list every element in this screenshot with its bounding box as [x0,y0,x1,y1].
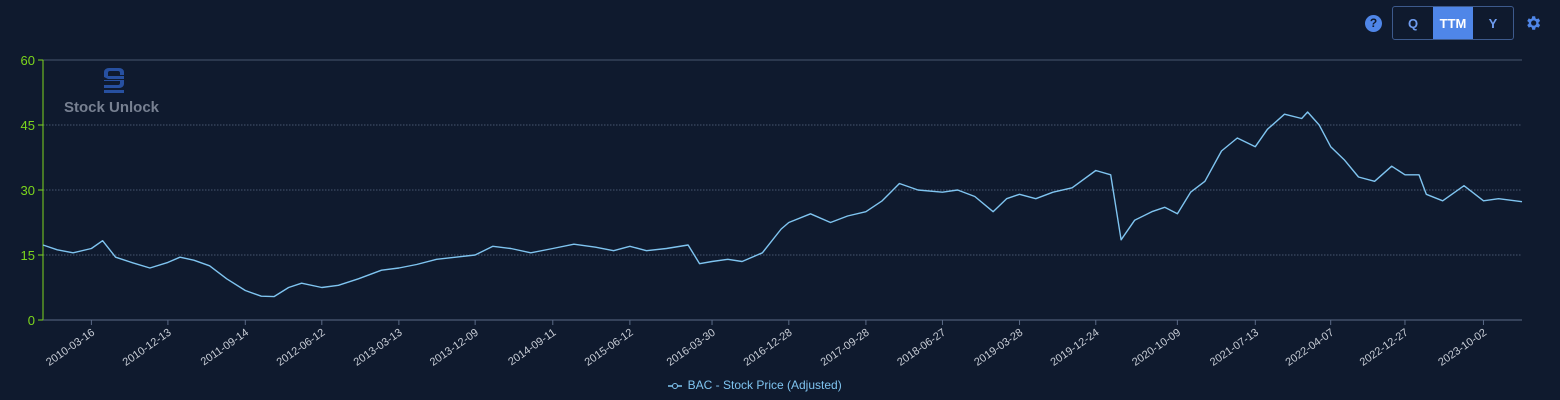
y-tick-label: 30 [21,183,35,198]
help-icon[interactable]: ? [1365,14,1382,32]
legend[interactable]: BAC - Stock Price (Adjusted) [0,378,1510,392]
period-button-ttm[interactable]: TTM [1433,7,1473,39]
x-tick-label: 2015-06-12 [583,327,636,369]
x-tick-label: 2022-12-27 [1358,327,1411,369]
period-toggle: Q TTM Y [1392,6,1514,40]
watermark-text: Stock Unlock [64,99,160,116]
y-tick-label: 15 [21,248,35,263]
watermark: Stock Unlock [64,68,160,116]
series-layer [42,111,1523,298]
x-tick-label: 2011-09-14 [199,327,251,369]
x-tick-label: 2020-10-09 [1130,327,1183,369]
period-button-q[interactable]: Q [1407,15,1419,31]
y-tick-label: 60 [21,53,35,68]
x-tick-label: 2014-09-11 [506,327,558,369]
x-tick-label: 2021-07-13 [1208,327,1261,369]
x-tick-label: 2016-12-28 [742,327,795,369]
grid-lines [43,59,1522,256]
x-tick-label: 2013-03-13 [352,327,405,369]
x-tick-label: 2013-12-09 [428,327,481,369]
y-tick-label: 45 [21,118,35,133]
x-tick-label: 2018-06-27 [895,327,948,369]
legend-line-marker-icon [668,382,683,389]
period-button-y[interactable]: Y [1488,15,1498,31]
x-tick-label: 2019-12-24 [1049,327,1102,369]
x-tick-label: 2019-03-28 [972,327,1025,369]
toolbar: ? Q TTM Y [1365,6,1542,40]
stock-unlock-logo-icon [104,68,124,93]
x-tick-label: 2012-06-12 [275,327,328,369]
legend-label: BAC - Stock Price (Adjusted) [687,378,842,392]
x-tick-label: 2023-10-02 [1436,327,1489,369]
x-tick-label: 2016-03-30 [665,327,718,369]
x-tick-label: 2010-12-13 [121,327,174,369]
series-line[interactable] [42,111,1523,298]
x-tick-label: 2010-03-16 [44,327,97,369]
y-tick-label: 0 [28,313,35,328]
gear-icon[interactable] [1524,14,1542,32]
x-tick-label: 2017-09-28 [819,327,872,369]
axes: 0 15 30 45 60 2010-03-16 2010-12-13 2011-09-14 2… [21,53,1522,369]
x-tick-label: 2022-04-07 [1283,327,1336,369]
